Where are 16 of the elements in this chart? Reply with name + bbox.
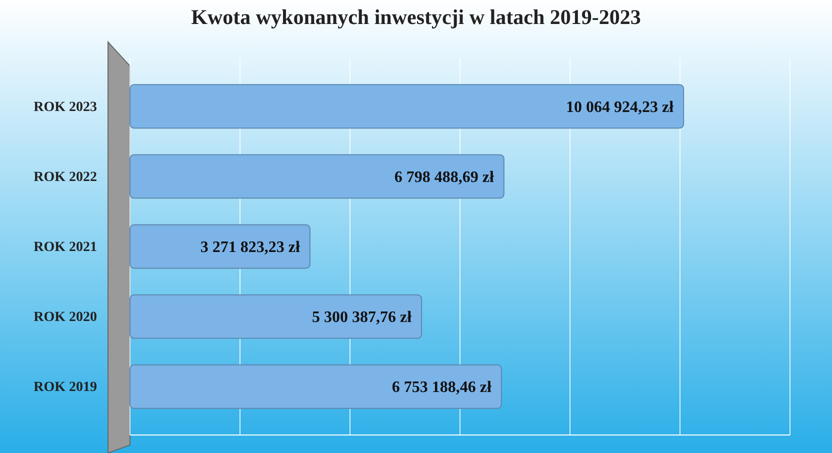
chart-title: Kwota wykonanych inwestycji w latach 2019-2023 [191,5,641,29]
y-tick-label: ROK 2019 [34,380,97,396]
data-label: 5 300 387,76 zł [312,309,412,326]
y-tick-label: ROK 2023 [34,100,97,115]
bar [130,364,502,409]
y-tick-label: ROK 2022 [34,170,97,185]
data-label: 3 271 823,23 zł [200,239,301,256]
data-label: 6 798 488,69 zł [394,169,494,186]
bar [130,294,422,339]
bar [130,84,684,129]
data-label: 6 753 188,46 zł [392,379,492,396]
data-label: 10 064 924,23 zł [566,98,674,116]
bar [130,154,504,199]
bar [130,224,310,269]
y-tick-label: ROK 2020 [34,310,97,326]
y-tick-label: ROK 2021 [34,240,97,255]
